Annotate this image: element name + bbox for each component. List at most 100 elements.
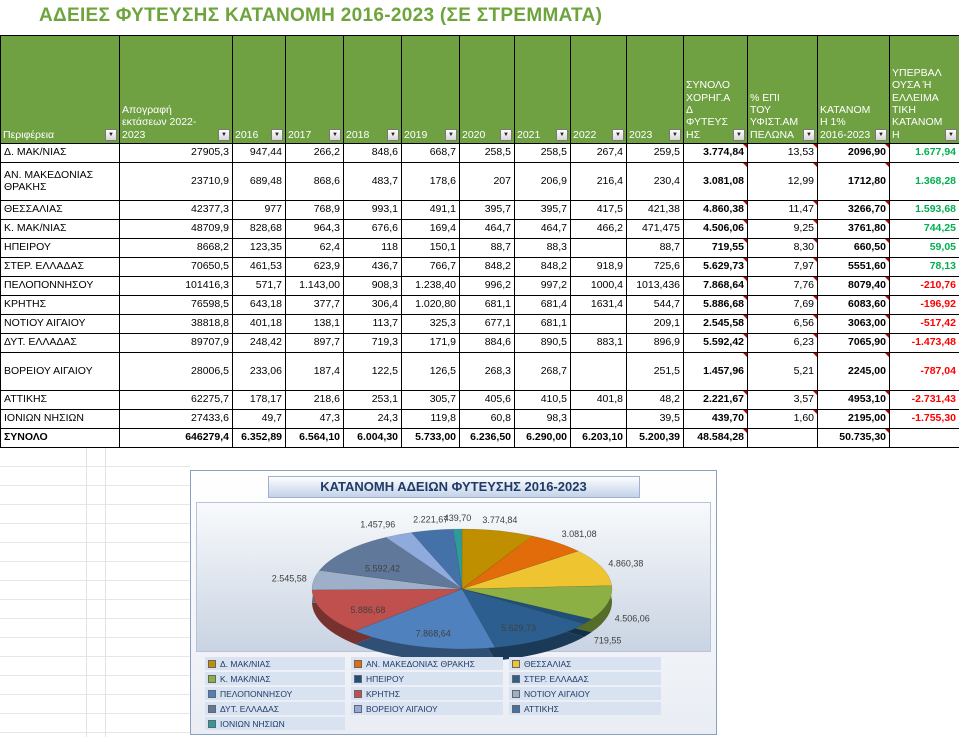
value-cell[interactable]: 88,7: [459, 238, 515, 258]
value-cell[interactable]: 207: [459, 162, 515, 201]
value-cell[interactable]: 5.200,39: [626, 428, 684, 448]
value-cell[interactable]: 5.629,73: [683, 257, 748, 277]
filter-dropdown-button[interactable]: ▼: [105, 129, 117, 141]
value-cell[interactable]: 439,70: [683, 409, 748, 429]
filter-dropdown-button[interactable]: ▼: [445, 129, 457, 141]
value-cell[interactable]: 259,5: [626, 143, 684, 163]
value-cell[interactable]: 1.368,28: [889, 162, 959, 201]
value-cell[interactable]: 660,50: [817, 238, 890, 258]
value-cell[interactable]: 49,7: [232, 409, 286, 429]
pie-slice[interactable]: [461, 528, 533, 590]
value-cell[interactable]: 1.457,96: [683, 352, 748, 391]
legend-item[interactable]: ΝΟΤΙΟΥ ΑΙΓΑΙΟΥ: [509, 687, 661, 700]
value-cell[interactable]: 171,9: [401, 333, 460, 353]
legend-item[interactable]: ΘΕΣΣΑΛΙΑΣ: [509, 657, 661, 670]
value-cell[interactable]: 1.238,40: [401, 276, 460, 296]
value-cell[interactable]: 230,4: [626, 162, 684, 201]
value-cell[interactable]: 6,56: [747, 314, 818, 334]
value-cell[interactable]: 405,6: [459, 390, 515, 410]
value-cell[interactable]: 1,60: [747, 409, 818, 429]
value-cell[interactable]: 48.584,28: [683, 428, 748, 448]
value-cell[interactable]: 395,7: [514, 200, 571, 220]
region-cell[interactable]: ΣΤΕΡ. ΕΛΛΑΔΑΣ: [0, 257, 120, 277]
value-cell[interactable]: 59,05: [889, 238, 959, 258]
value-cell[interactable]: 890,5: [514, 333, 571, 353]
value-cell[interactable]: 48709,9: [119, 219, 233, 239]
value-cell[interactable]: 996,2: [459, 276, 515, 296]
value-cell[interactable]: 5551,60: [817, 257, 890, 277]
value-cell[interactable]: 88,7: [626, 238, 684, 258]
value-cell[interactable]: 251,5: [626, 352, 684, 391]
value-cell[interactable]: 248,42: [232, 333, 286, 353]
value-cell[interactable]: 2195,00: [817, 409, 890, 429]
value-cell[interactable]: 23710,9: [119, 162, 233, 201]
value-cell[interactable]: -196,92: [889, 295, 959, 315]
value-cell[interactable]: 60,8: [459, 409, 515, 429]
value-cell[interactable]: -1.473,48: [889, 333, 959, 353]
region-cell[interactable]: ΙΟΝΙΩΝ ΝΗΣΙΩΝ: [0, 409, 120, 429]
value-cell[interactable]: 868,6: [285, 162, 344, 201]
value-cell[interactable]: 848,6: [343, 143, 402, 163]
pie-slice[interactable]: [311, 570, 463, 591]
filter-dropdown-button[interactable]: ▼: [556, 129, 568, 141]
value-cell[interactable]: 325,3: [401, 314, 460, 334]
value-cell[interactable]: 78,13: [889, 257, 959, 277]
value-cell[interactable]: -787,04: [889, 352, 959, 391]
value-cell[interactable]: 306,4: [343, 295, 402, 315]
value-cell[interactable]: 5.592,42: [683, 333, 748, 353]
value-cell[interactable]: 2.221,67: [683, 390, 748, 410]
value-cell[interactable]: 828,68: [232, 219, 286, 239]
value-cell[interactable]: 681,1: [459, 295, 515, 315]
value-cell[interactable]: 169,4: [401, 219, 460, 239]
value-cell[interactable]: 62275,7: [119, 390, 233, 410]
region-cell[interactable]: ΒΟΡΕΙΟΥ ΑΙΓΑΙΟΥ: [0, 352, 120, 391]
pie-slice[interactable]: [311, 588, 463, 632]
value-cell[interactable]: 216,4: [570, 162, 627, 201]
value-cell[interactable]: 725,6: [626, 257, 684, 277]
value-cell[interactable]: [747, 428, 818, 448]
value-cell[interactable]: 6083,60: [817, 295, 890, 315]
value-cell[interactable]: 187,4: [285, 352, 344, 391]
value-cell[interactable]: 5.733,00: [401, 428, 460, 448]
value-cell[interactable]: 466,2: [570, 219, 627, 239]
value-cell[interactable]: 401,18: [232, 314, 286, 334]
region-cell[interactable]: ΑΝ. ΜΑΚΕΔΟΝΙΑΣ ΘΡΑΚΗΣ: [0, 162, 120, 201]
value-cell[interactable]: 6.004,30: [343, 428, 402, 448]
value-cell[interactable]: 377,7: [285, 295, 344, 315]
value-cell[interactable]: 1.020,80: [401, 295, 460, 315]
value-cell[interactable]: 8,30: [747, 238, 818, 258]
value-cell[interactable]: 27905,3: [119, 143, 233, 163]
value-cell[interactable]: 267,4: [570, 143, 627, 163]
value-cell[interactable]: 206,9: [514, 162, 571, 201]
value-cell[interactable]: 908,3: [343, 276, 402, 296]
filter-dropdown-button[interactable]: ▼: [733, 129, 745, 141]
value-cell[interactable]: 395,7: [459, 200, 515, 220]
filter-dropdown-button[interactable]: ▼: [500, 129, 512, 141]
value-cell[interactable]: [570, 314, 627, 334]
region-cell[interactable]: ΚΡΗΤΗΣ: [0, 295, 120, 315]
value-cell[interactable]: 896,9: [626, 333, 684, 353]
value-cell[interactable]: [570, 409, 627, 429]
value-cell[interactable]: 123,35: [232, 238, 286, 258]
value-cell[interactable]: 1000,4: [570, 276, 627, 296]
value-cell[interactable]: 48,2: [626, 390, 684, 410]
pie-slice[interactable]: [410, 528, 463, 590]
filter-dropdown-button[interactable]: ▼: [803, 129, 815, 141]
legend-item[interactable]: ΙΟΝΙΩΝ ΝΗΣΙΩΝ: [205, 717, 345, 730]
value-cell[interactable]: 13,53: [747, 143, 818, 163]
value-cell[interactable]: -210,76: [889, 276, 959, 296]
value-cell[interactable]: 410,5: [514, 390, 571, 410]
pie-slice[interactable]: [461, 585, 613, 620]
legend-item[interactable]: Κ. ΜΑΚ/ΝΙΑΣ: [205, 672, 345, 685]
value-cell[interactable]: 5.886,68: [683, 295, 748, 315]
value-cell[interactable]: 464,7: [514, 219, 571, 239]
pie-chart-frame[interactable]: ΚΑΤΑΝΟΜΗ ΑΔΕΙΩΝ ΦΥΤΕΥΣΗΣ 2016-2023 3.774…: [190, 470, 717, 735]
value-cell[interactable]: 268,7: [514, 352, 571, 391]
value-cell[interactable]: 848,2: [459, 257, 515, 277]
value-cell[interactable]: 7,97: [747, 257, 818, 277]
value-cell[interactable]: 4953,10: [817, 390, 890, 410]
value-cell[interactable]: 7.868,64: [683, 276, 748, 296]
legend-item[interactable]: ΑΤΤΙΚΗΣ: [509, 702, 661, 715]
region-cell[interactable]: ΝΟΤΙΟΥ ΑΙΓΑΙΟΥ: [0, 314, 120, 334]
region-cell[interactable]: ΗΠΕΙΡΟΥ: [0, 238, 120, 258]
